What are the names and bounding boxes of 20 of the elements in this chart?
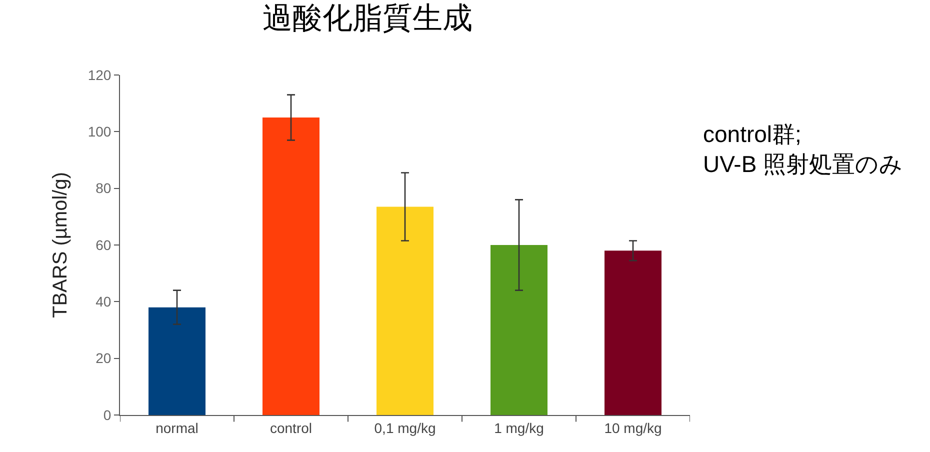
bar (148, 307, 206, 415)
x-tick-label: normal (156, 420, 198, 436)
x-tick-label: 1 mg/kg (494, 420, 544, 436)
bar (376, 206, 434, 415)
x-tick-label: control (270, 420, 312, 436)
text: control群; UV-B 照射処置のみ (703, 121, 904, 177)
y-tick-label: 120 (88, 66, 112, 83)
y-tick-label: 80 (96, 180, 112, 196)
chart-title: 過酸化脂質生成 (262, 2, 472, 35)
y-tick-label: 100 (88, 124, 112, 140)
y-tick-label: 60 (96, 236, 112, 253)
x-tick-label: 0,1 mg/kg (374, 420, 436, 436)
y-axis-title: TBARS (µmol/g) (49, 172, 72, 318)
bar (490, 245, 548, 415)
bar (262, 118, 320, 415)
x-tick-label: 10 mg/kg (604, 420, 662, 436)
y-tick-label: 40 (96, 294, 112, 310)
y-tick-label: 0 (103, 406, 112, 423)
y-tick-label: 20 (96, 350, 112, 366)
bar (604, 250, 662, 415)
